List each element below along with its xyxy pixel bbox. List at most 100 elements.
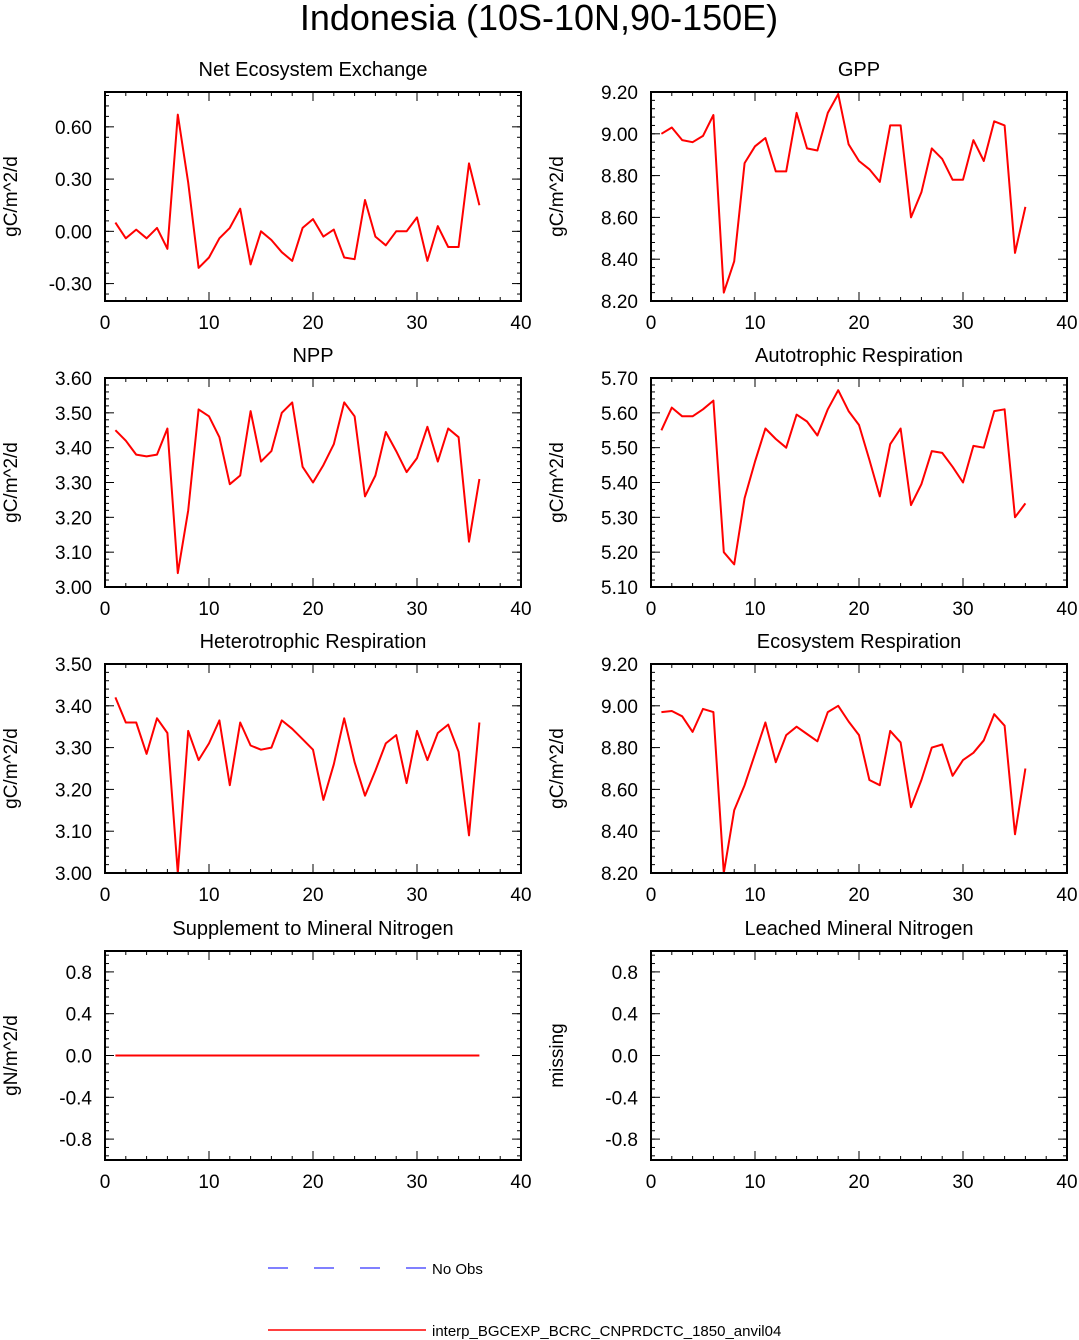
panel-title: Autotrophic Respiration — [755, 345, 963, 367]
x-tick-label: 40 — [510, 885, 531, 906]
y-axis-label: gC/m^2/d — [1, 728, 22, 809]
y-tick-label: 0.0 — [66, 1047, 92, 1068]
y-tick-label: 0.8 — [66, 963, 92, 984]
plot-frame — [104, 91, 522, 302]
panel-title: Ecosystem Respiration — [757, 631, 962, 653]
panel-2: GPP gC/m^2/d 0 10 20 30 40 8.20 8.40 8.60 8.80 9.00… — [547, 59, 1078, 334]
y-tick-label: 3.60 — [55, 369, 92, 390]
x-tick-label: 10 — [744, 599, 765, 620]
plot-frame — [650, 91, 1068, 302]
y-tick-label: 8.20 — [601, 864, 638, 885]
panel-7: Supplement to Mineral Nitrogen gN/m^2/d 0 1… — [1, 918, 532, 1193]
panel-title: Heterotrophic Respiration — [200, 631, 427, 653]
x-tick-label: 10 — [198, 885, 219, 906]
plot-frame — [650, 950, 1068, 1161]
x-tick-label: 10 — [198, 1172, 219, 1193]
x-tick-label: 40 — [510, 313, 531, 334]
x-tick-label: 20 — [302, 313, 323, 334]
x-tick-label: 0 — [646, 885, 657, 906]
x-tick-label: 30 — [952, 313, 973, 334]
panel-3: NPP gC/m^2/d 0 10 20 30 40 3.00 3.10 3.20 3.30 3.40… — [1, 345, 532, 620]
x-tick-label: 0 — [100, 313, 111, 334]
panel-4: Autotrophic Respiration gC/m^2/d 0 10 20 30 40… — [547, 345, 1078, 620]
figure-title: Indonesia (10S-10N,90-150E) — [300, 0, 778, 38]
plot-frame — [104, 377, 522, 588]
y-tick-label: 5.70 — [601, 369, 638, 390]
y-tick-label: -0.4 — [59, 1088, 92, 1109]
panels: Net Ecosystem Exchange gC/m^2/d 0 10 20 30 40 -… — [1, 59, 1078, 1193]
y-tick-label: 5.10 — [601, 578, 638, 599]
y-tick-label: 3.10 — [55, 543, 92, 564]
y-tick-label: 0.4 — [66, 1005, 93, 1026]
series-line — [660, 389, 1027, 566]
series-line — [114, 113, 481, 269]
y-tick-label: 8.60 — [601, 208, 638, 229]
plot-frame — [650, 377, 1068, 588]
y-tick-label: 8.40 — [601, 822, 638, 843]
x-tick-label: 20 — [848, 1172, 869, 1193]
x-tick-label: 0 — [100, 885, 111, 906]
panel-1: Net Ecosystem Exchange gC/m^2/d 0 10 20 30 40 -… — [1, 59, 532, 334]
panel-5: Heterotrophic Respiration gC/m^2/d 0 10 20 30… — [1, 631, 532, 906]
y-tick-label: 5.20 — [601, 543, 638, 564]
x-tick-label: 30 — [406, 313, 427, 334]
y-tick-label: 3.30 — [55, 739, 92, 760]
x-tick-label: 30 — [952, 599, 973, 620]
x-tick-label: 30 — [952, 1172, 973, 1193]
series-line — [661, 704, 1027, 874]
y-tick-label: 0.4 — [612, 1005, 639, 1026]
panel-8: Leached Mineral Nitrogen missing 0 10 20 30 40… — [547, 918, 1078, 1193]
y-axis-label: gC/m^2/d — [1, 156, 22, 237]
y-tick-label: 0.60 — [55, 118, 92, 139]
y-tick-label: 5.50 — [601, 439, 638, 460]
y-tick-label: 0.0 — [612, 1047, 638, 1068]
y-tick-label: -0.8 — [605, 1130, 638, 1151]
y-tick-label: 3.00 — [55, 864, 92, 885]
x-tick-label: 10 — [744, 1172, 765, 1193]
panel-title: Supplement to Mineral Nitrogen — [172, 918, 453, 940]
y-axis-label: gC/m^2/d — [1, 442, 22, 523]
x-tick-label: 20 — [302, 885, 323, 906]
x-tick-label: 10 — [198, 599, 219, 620]
x-tick-label: 0 — [100, 599, 111, 620]
y-tick-label: 8.80 — [601, 739, 638, 760]
y-axis-label: missing — [547, 1023, 568, 1087]
panel-title: Leached Mineral Nitrogen — [744, 918, 973, 940]
panel-6: Ecosystem Respiration gC/m^2/d 0 10 20 30 40 8.… — [547, 631, 1078, 906]
legend: No Obs interp_BGCEXP_BCRC_CNPRDCTC_1850_… — [268, 1261, 781, 1340]
plot-frame — [650, 663, 1068, 874]
y-tick-label: 0.30 — [55, 170, 92, 191]
y-tick-label: 3.10 — [55, 822, 92, 843]
x-tick-label: 20 — [848, 313, 869, 334]
y-tick-label: 5.60 — [601, 404, 638, 425]
y-axis-label: gC/m^2/d — [547, 156, 568, 237]
y-tick-label: -0.8 — [59, 1130, 92, 1151]
y-tick-label: 9.00 — [601, 125, 638, 146]
x-tick-label: 30 — [952, 885, 973, 906]
series-line — [114, 697, 481, 874]
y-tick-label: 0.00 — [55, 222, 92, 243]
x-tick-label: 40 — [510, 1172, 531, 1193]
y-tick-label: 9.20 — [601, 655, 638, 676]
x-tick-label: 20 — [848, 599, 869, 620]
y-tick-label: 9.20 — [601, 83, 638, 104]
panel-title: NPP — [292, 345, 333, 367]
y-axis-label: gC/m^2/d — [547, 728, 568, 809]
y-tick-label: 3.50 — [55, 655, 92, 676]
y-tick-label: 3.40 — [55, 439, 92, 460]
x-tick-label: 20 — [848, 885, 869, 906]
x-tick-label: 30 — [406, 1172, 427, 1193]
x-tick-label: 30 — [406, 885, 427, 906]
y-tick-label: 3.00 — [55, 578, 92, 599]
legend-obs-label: No Obs — [432, 1261, 483, 1278]
plot-frame — [104, 663, 522, 874]
x-tick-label: 10 — [744, 313, 765, 334]
x-tick-label: 0 — [100, 1172, 111, 1193]
y-tick-label: 5.40 — [601, 474, 638, 495]
y-tick-label: 3.20 — [55, 508, 92, 529]
x-tick-label: 40 — [1056, 599, 1077, 620]
panel-title: GPP — [838, 59, 880, 81]
x-tick-label: 0 — [646, 599, 657, 620]
y-tick-label: 8.60 — [601, 780, 638, 801]
y-tick-label: 9.00 — [601, 697, 638, 718]
